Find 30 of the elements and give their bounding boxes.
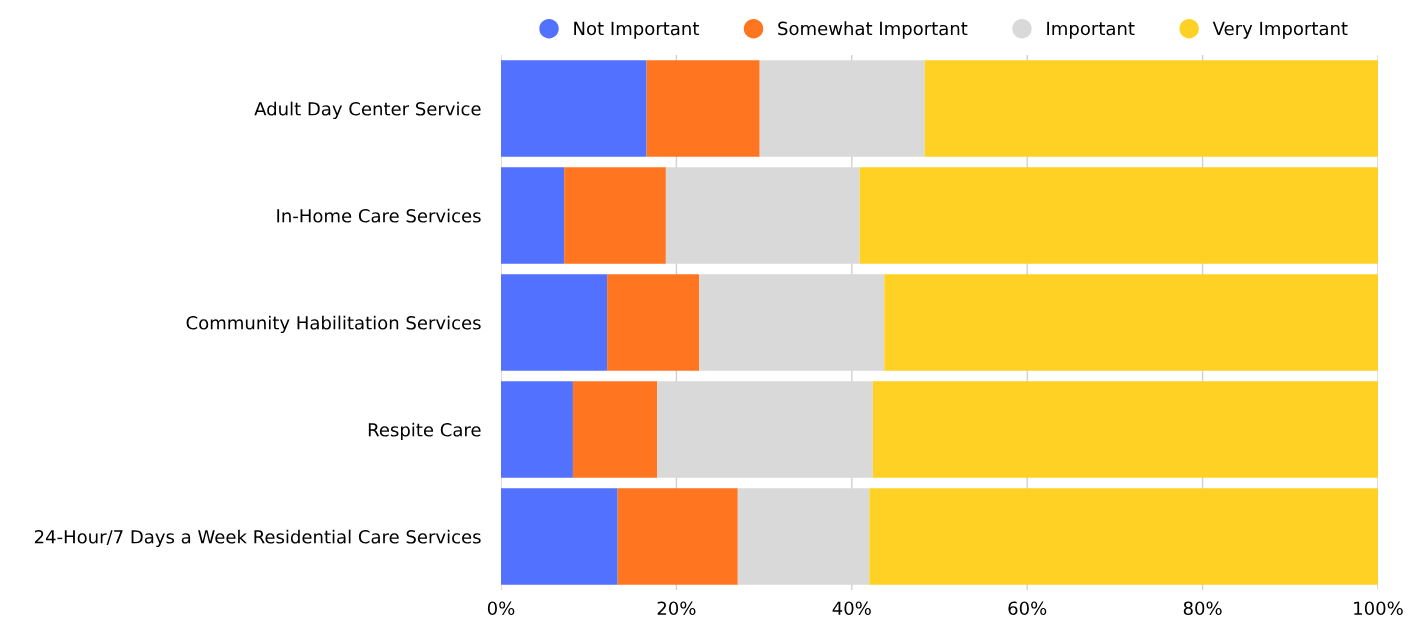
bar bbox=[872, 381, 1378, 478]
bar bbox=[501, 60, 647, 157]
y-tick-label: Respite Care bbox=[368, 422, 481, 441]
bar bbox=[617, 488, 738, 585]
legend-label: Very Important bbox=[1212, 21, 1348, 39]
y-tick-label: 24-Hour/7 Days a Week Residential Care Services bbox=[34, 529, 481, 548]
x-tick-label: 80% bbox=[1183, 601, 1222, 616]
legend-label: Important bbox=[1047, 21, 1135, 39]
x-tick-label: 40% bbox=[832, 601, 871, 616]
x-tick-label: 60% bbox=[1008, 601, 1047, 616]
bar bbox=[884, 274, 1378, 371]
bar bbox=[501, 274, 608, 371]
y-tick-label: Adult Day Center Service bbox=[254, 101, 481, 120]
x-tick-label: 20% bbox=[657, 601, 696, 616]
y-tick-label: In-Home Care Services bbox=[277, 208, 481, 223]
bar bbox=[607, 274, 700, 371]
bar bbox=[501, 381, 573, 478]
x-tick-label: 0% bbox=[487, 601, 515, 616]
bar bbox=[501, 167, 565, 264]
bar bbox=[564, 167, 666, 264]
x-tick-label: 100% bbox=[1354, 601, 1403, 616]
legend-label: Somewhat Important bbox=[778, 21, 968, 39]
bar bbox=[572, 381, 658, 478]
y-tick-label: Community Habilitation Services bbox=[186, 315, 481, 334]
bar bbox=[859, 167, 1378, 264]
bar bbox=[869, 488, 1378, 585]
legend-label: Not Important bbox=[574, 21, 699, 39]
bar bbox=[646, 60, 760, 157]
bar bbox=[924, 60, 1378, 157]
bar bbox=[501, 488, 618, 585]
